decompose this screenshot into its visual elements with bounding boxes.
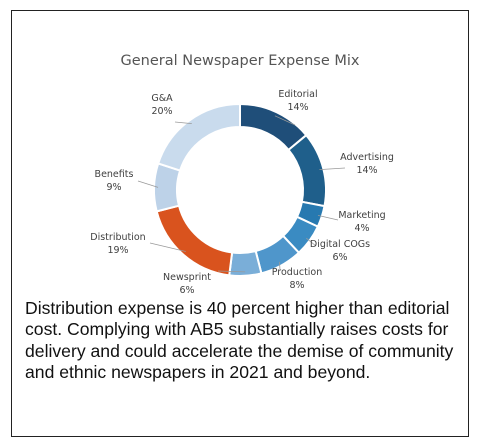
slice-g-a [156, 102, 241, 172]
slice-label-editorial: Editorial [278, 89, 317, 100]
slice-value-production: 8% [289, 280, 304, 291]
leader-line-marketing [317, 214, 339, 221]
donut-slices [153, 102, 327, 277]
slice-value-benefits: 9% [106, 182, 121, 193]
caption-text: Distribution expense is 40 percent highe… [25, 298, 454, 383]
slice-value-newsprint: 6% [179, 285, 194, 296]
slice-distribution [155, 204, 234, 277]
leader-line-benefits [137, 180, 159, 188]
slice-label-benefits: Benefits [95, 169, 134, 180]
slice-label-marketing: Marketing [338, 210, 385, 221]
slice-advertising [287, 133, 327, 208]
slice-value-g-a: 20% [151, 106, 172, 117]
figure-frame [11, 10, 469, 437]
slice-labels: Editorial 14% Advertising 14% Marketing 4% Dig… [90, 89, 394, 296]
slice-label-newsprint: Newsprint [163, 272, 211, 283]
leader-line-editorial [274, 115, 296, 126]
leader-line-digital-cogs [306, 237, 317, 247]
chart-title: General Newspaper Expense Mix [120, 53, 360, 69]
slice-value-distribution: 19% [107, 245, 128, 256]
slice-newsprint [228, 249, 263, 277]
leader-line-distribution [149, 242, 186, 252]
slice-label-advertising: Advertising [340, 152, 394, 163]
slice-value-editorial: 14% [287, 102, 308, 113]
slice-value-marketing: 4% [354, 223, 369, 234]
slice-label-g-a: G&A [151, 93, 173, 104]
slice-label-distribution: Distribution [90, 232, 145, 243]
leader-line-g-a [174, 121, 192, 125]
slice-label-digital-cogs: Digital COGs [310, 239, 370, 250]
slice-value-digital-cogs: 6% [332, 252, 347, 263]
leader-line-newsprint [217, 270, 246, 273]
slice-value-advertising: 14% [356, 165, 377, 176]
slice-label-production: Production [272, 267, 323, 278]
leader-line-advertising [319, 167, 346, 171]
label-leader-lines [137, 115, 346, 273]
